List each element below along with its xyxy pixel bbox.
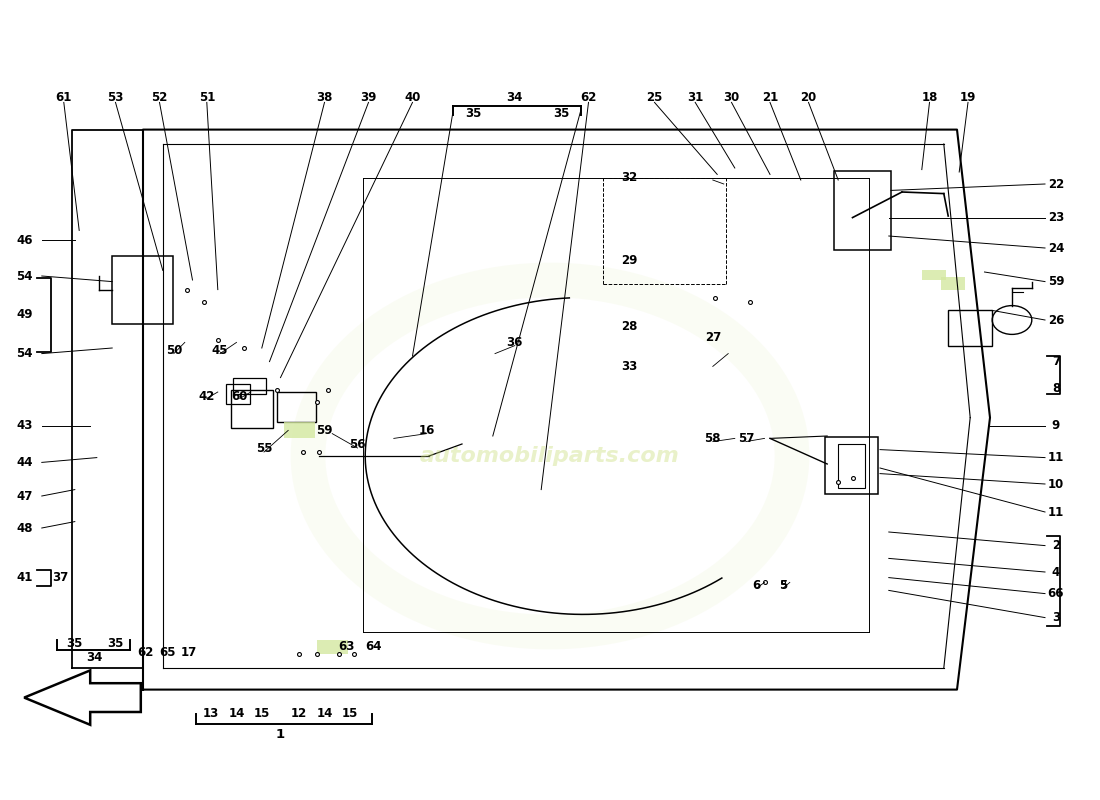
Text: 45: 45: [211, 344, 229, 357]
Text: 29: 29: [621, 254, 637, 266]
Text: 54: 54: [15, 270, 33, 282]
Text: automobiliparts.com: automobiliparts.com: [420, 446, 680, 466]
Text: 46: 46: [15, 234, 33, 246]
Bar: [825, 437, 878, 494]
Text: 17: 17: [182, 646, 197, 658]
Text: 43: 43: [16, 419, 32, 432]
Text: 28: 28: [621, 320, 637, 333]
Bar: [112, 256, 173, 324]
Bar: [284, 422, 315, 438]
Text: 63: 63: [339, 640, 354, 653]
Text: 11: 11: [1048, 451, 1064, 464]
Text: 65: 65: [158, 646, 176, 658]
Text: 56: 56: [350, 438, 365, 450]
Text: 24: 24: [1048, 242, 1064, 254]
Bar: [838, 444, 865, 488]
Text: 15: 15: [342, 707, 358, 720]
Text: 55: 55: [255, 442, 273, 454]
Text: 31: 31: [688, 91, 703, 104]
Text: 34: 34: [87, 651, 102, 664]
Text: 37: 37: [53, 571, 68, 584]
Text: 25: 25: [647, 91, 662, 104]
Text: 54: 54: [15, 347, 33, 360]
Text: 2: 2: [1052, 539, 1060, 552]
Text: 4: 4: [1052, 566, 1060, 578]
Text: 21: 21: [762, 91, 778, 104]
Text: 38: 38: [317, 91, 332, 104]
Text: 5: 5: [779, 579, 788, 592]
Bar: [922, 270, 946, 280]
Text: 11: 11: [1048, 506, 1064, 518]
Text: 34: 34: [507, 91, 522, 104]
Text: 36: 36: [507, 336, 522, 349]
Text: 64: 64: [365, 640, 383, 653]
Text: 33: 33: [621, 360, 637, 373]
Text: 27: 27: [705, 331, 720, 344]
Text: 35: 35: [465, 107, 481, 120]
Text: 14: 14: [229, 707, 244, 720]
Text: 8: 8: [1052, 382, 1060, 394]
Text: 20: 20: [801, 91, 816, 104]
Text: 18: 18: [922, 91, 937, 104]
Text: 62: 62: [138, 646, 153, 658]
Bar: [233, 378, 266, 394]
Text: 15: 15: [254, 707, 270, 720]
Text: 57: 57: [738, 432, 754, 445]
Text: 6: 6: [752, 579, 761, 592]
Text: 16: 16: [419, 424, 435, 437]
Bar: [940, 277, 965, 290]
Text: 60: 60: [232, 390, 248, 402]
Text: 58: 58: [705, 432, 722, 445]
Text: 51: 51: [199, 91, 214, 104]
Bar: [317, 640, 348, 654]
Text: 44: 44: [15, 456, 33, 469]
Text: 23: 23: [1048, 211, 1064, 224]
Text: 62: 62: [581, 91, 596, 104]
Text: 42: 42: [199, 390, 214, 402]
Text: 35: 35: [67, 637, 82, 650]
Text: 59: 59: [317, 424, 332, 437]
Bar: [948, 310, 992, 346]
Bar: [277, 392, 316, 422]
Text: 3: 3: [1052, 611, 1060, 624]
Text: 39: 39: [361, 91, 376, 104]
Text: 59: 59: [1047, 275, 1065, 288]
Text: 35: 35: [553, 107, 569, 120]
Text: 52: 52: [152, 91, 167, 104]
Text: 22: 22: [1048, 178, 1064, 190]
Text: 49: 49: [15, 308, 33, 321]
Text: 19: 19: [960, 91, 976, 104]
Text: 32: 32: [621, 171, 637, 184]
Text: 10: 10: [1048, 478, 1064, 490]
Text: 66: 66: [1047, 587, 1065, 600]
Text: 35: 35: [108, 637, 123, 650]
Text: 7: 7: [1052, 355, 1060, 368]
Text: 9: 9: [1052, 419, 1060, 432]
Bar: [231, 390, 273, 428]
Text: 12: 12: [292, 707, 307, 720]
Bar: [226, 384, 250, 404]
Text: 1: 1: [276, 728, 285, 741]
Text: 40: 40: [405, 91, 420, 104]
Text: 53: 53: [108, 91, 123, 104]
Bar: [834, 171, 891, 250]
Text: 13: 13: [204, 707, 219, 720]
Text: 41: 41: [16, 571, 32, 584]
Text: 47: 47: [16, 490, 32, 502]
Text: 26: 26: [1048, 314, 1064, 326]
Text: 61: 61: [56, 91, 72, 104]
Text: 14: 14: [317, 707, 332, 720]
Text: 30: 30: [724, 91, 739, 104]
Text: 50: 50: [166, 344, 182, 357]
Text: 48: 48: [15, 522, 33, 534]
